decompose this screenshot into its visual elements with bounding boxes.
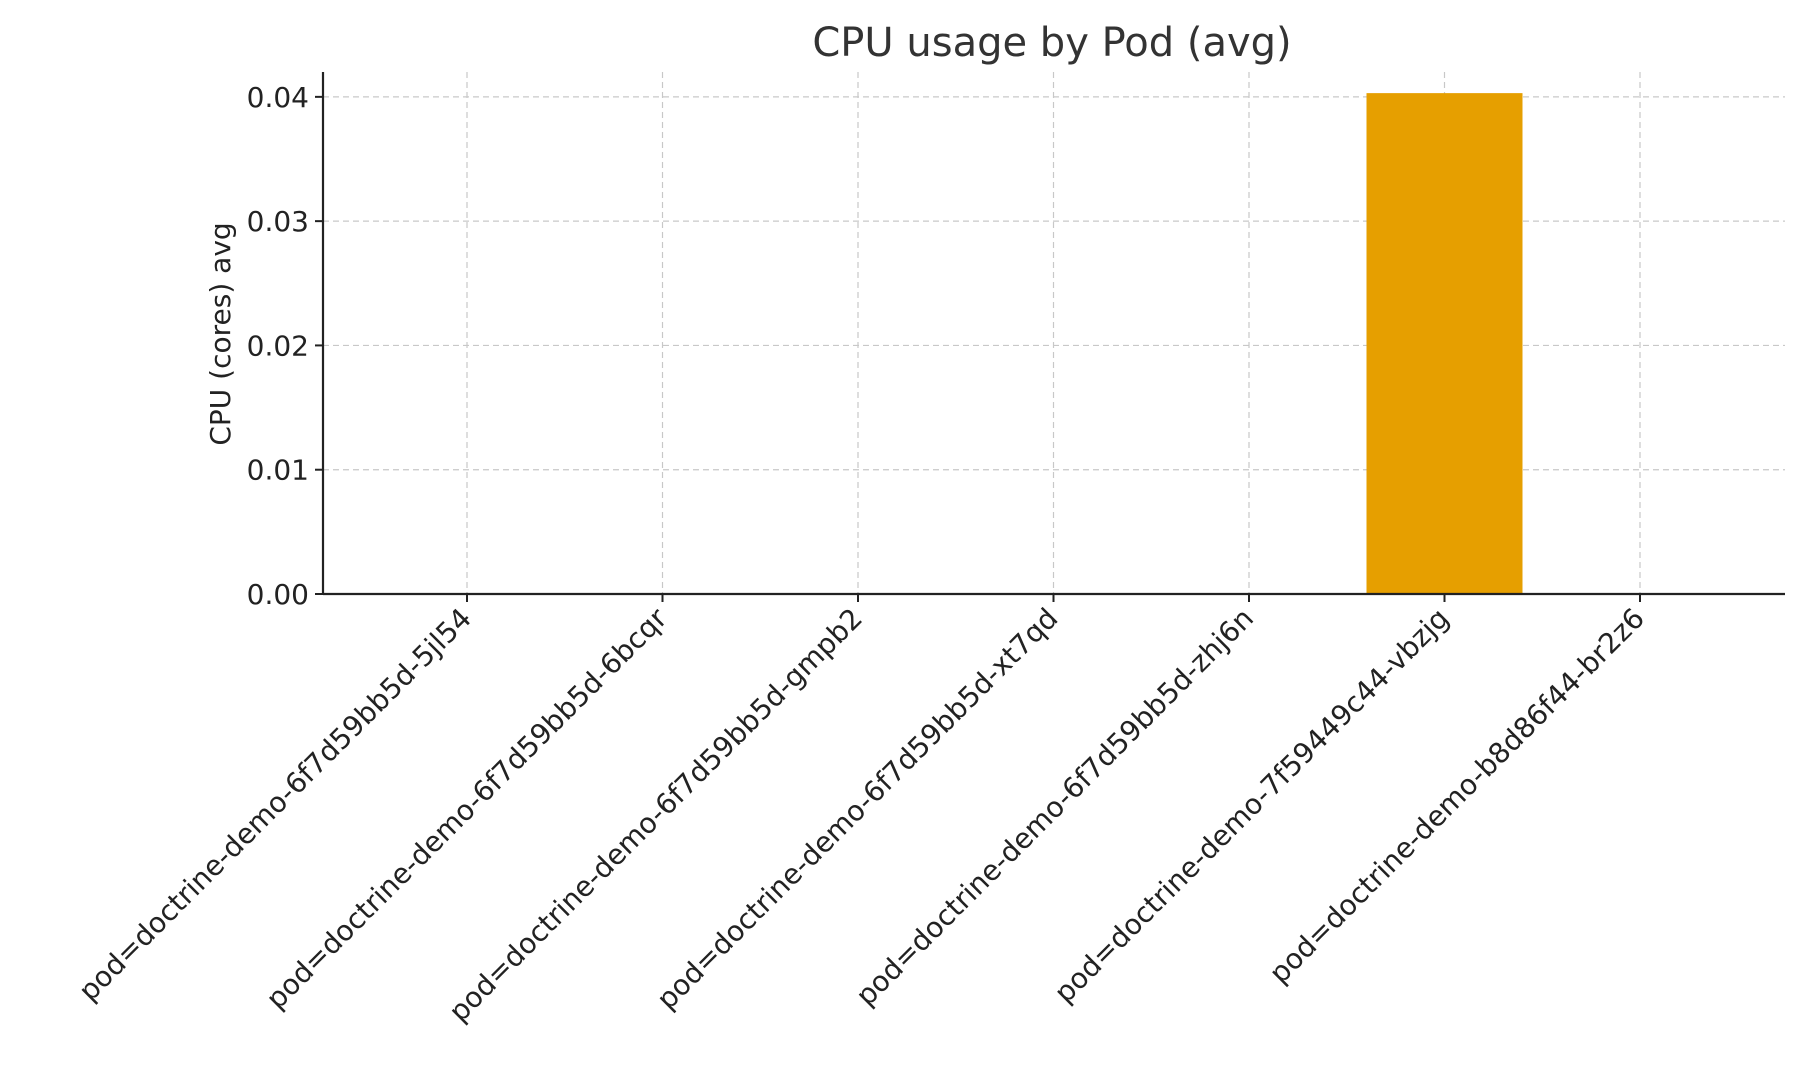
axes xyxy=(315,72,1785,602)
x-tick-label: pod=doctrine-demo-6f7d59bb5d-5jl54 xyxy=(72,602,478,1008)
bars xyxy=(1366,93,1523,594)
x-tick-label: pod=doctrine-demo-7f59449c44-vbzjg xyxy=(1048,602,1456,1010)
x-tick-label: pod=doctrine-demo-6f7d59bb5d-gmpb2 xyxy=(442,602,869,1029)
grid xyxy=(323,72,1785,595)
x-tick-label: pod=doctrine-demo-6f7d59bb5d-xt7qd xyxy=(650,602,1064,1016)
x-tick-label: pod=doctrine-demo-6f7d59bb5d-zhj6n xyxy=(849,602,1260,1013)
y-tick-label: 0.01 xyxy=(247,454,309,487)
y-tick-label: 0.03 xyxy=(247,205,309,238)
x-tick-label: pod=doctrine-demo-6f7d59bb5d-6bcqr xyxy=(260,601,674,1015)
chart-title: CPU usage by Pod (avg) xyxy=(812,20,1291,66)
x-tick-label: pod=doctrine-demo-b8d86f44-br2z6 xyxy=(1263,602,1651,990)
bar xyxy=(1366,93,1523,594)
y-tick-label: 0.04 xyxy=(247,81,309,114)
y-tick-label: 0.00 xyxy=(247,578,309,611)
y-tick-label: 0.02 xyxy=(247,329,309,362)
y-axis-label: CPU (cores) avg xyxy=(204,222,237,445)
